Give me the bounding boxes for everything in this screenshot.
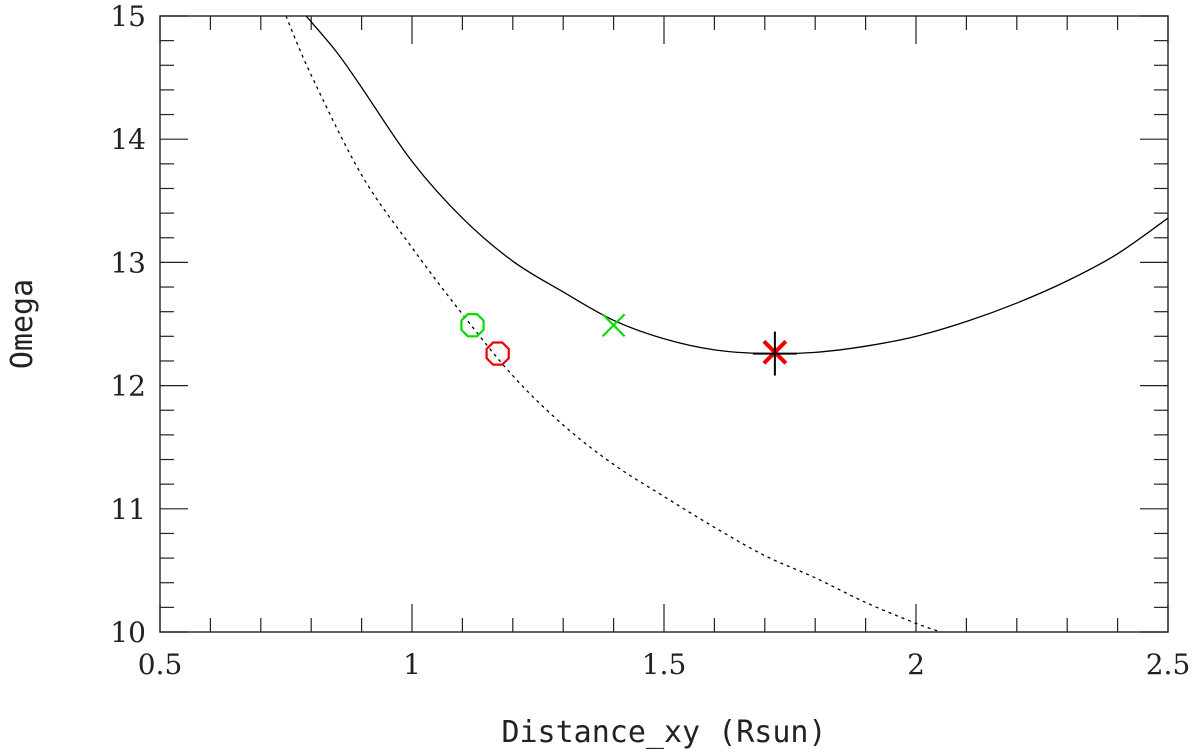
axis-ticks xyxy=(159,15,1169,633)
x-axis-title: Distance_xy (Rsun) xyxy=(501,715,826,750)
y-tick-label: 14 xyxy=(110,123,146,156)
y-axis-title: Omega xyxy=(5,279,40,369)
x-tick-label: 1 xyxy=(403,648,421,681)
green-x-marker xyxy=(601,313,626,338)
tick-labels: 0.5 1 1.5 2 2.5 10 11 12 13 14 15 xyxy=(110,0,1190,681)
solid-curve xyxy=(305,15,1169,355)
plot-frame xyxy=(159,15,1169,633)
dotted-curve xyxy=(285,15,942,633)
y-tick-label: 12 xyxy=(110,370,146,403)
green-circle-marker xyxy=(460,313,485,338)
x-tick-label: 1.5 xyxy=(642,648,687,681)
y-tick-label: 13 xyxy=(110,246,146,279)
red-circle-marker xyxy=(485,341,510,366)
x-tick-label: 2 xyxy=(907,648,925,681)
x-stroke xyxy=(601,313,626,338)
plot-area xyxy=(159,15,1169,633)
x-tick-label: 0.5 xyxy=(138,648,183,681)
black-plus-marker xyxy=(752,331,797,376)
y-tick-label: 10 xyxy=(110,616,146,649)
marker-layer xyxy=(460,313,797,376)
y-tick-label: 11 xyxy=(110,493,146,526)
y-tick-label: 15 xyxy=(110,0,146,33)
series-layer xyxy=(285,15,1169,633)
x-tick-label: 2.5 xyxy=(1146,648,1191,681)
